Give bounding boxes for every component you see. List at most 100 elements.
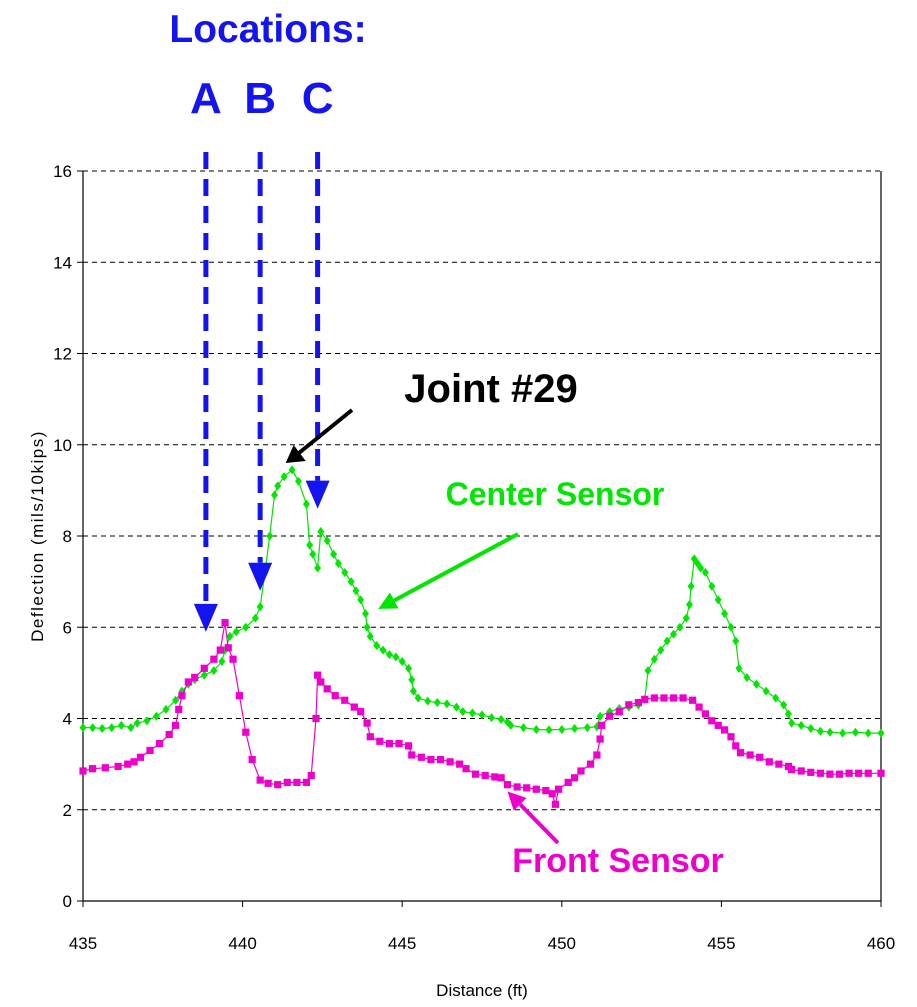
- front-sensor-point: [491, 773, 499, 781]
- center-sensor-point: [98, 724, 106, 734]
- center-sensor-point: [405, 663, 413, 673]
- center-sensor-point: [334, 558, 342, 568]
- front-sensor-point: [156, 739, 164, 748]
- front-sensor-point: [293, 778, 301, 786]
- x-tick-label: 460: [867, 934, 895, 953]
- front-sensor-point: [200, 664, 208, 672]
- center-sensor-point: [816, 726, 824, 736]
- center-sensor-point: [443, 699, 451, 709]
- front-sensor-point: [417, 753, 425, 761]
- front-sensor-point: [314, 671, 322, 679]
- front-sensor-point: [404, 742, 413, 750]
- front-sensor-point: [114, 762, 122, 771]
- center-sensor-point: [452, 702, 460, 712]
- front-sensor-point: [312, 714, 320, 723]
- front-sensor-point: [274, 781, 282, 789]
- center-sensor-point: [583, 723, 591, 733]
- front-sensor-point: [221, 619, 229, 627]
- center-sensor-point: [294, 476, 302, 486]
- front-sensor-point: [756, 753, 764, 761]
- front-sensor-point: [797, 767, 805, 775]
- location-b-label: B: [244, 74, 276, 123]
- center-sensor-point: [596, 711, 604, 721]
- annotations-layer: Locations: A B C Joint #29 Center Sensor Front…: [169, 8, 723, 880]
- front-sensor-point: [497, 774, 505, 782]
- center-sensor-point: [271, 490, 279, 500]
- center-sensor-point: [807, 724, 815, 734]
- front-sensor-point: [235, 692, 244, 700]
- front-sensor-point: [323, 685, 331, 693]
- front-sensor-point: [765, 758, 773, 766]
- center-sensor-point: [200, 670, 208, 680]
- center-sensor-point: [433, 698, 441, 708]
- center-sensor-point: [682, 613, 690, 623]
- front-sensor-point: [366, 733, 374, 741]
- front-sensor-point: [835, 770, 844, 778]
- center-sensor-point: [864, 728, 872, 738]
- front-sensor-point: [124, 760, 132, 768]
- center-sensor-point: [663, 636, 671, 646]
- x-tick-label: 445: [388, 934, 416, 953]
- front-sensor-point: [171, 721, 180, 729]
- front-sensor-point: [864, 769, 872, 777]
- center-sensor-point: [256, 602, 264, 612]
- front-sensor-point: [615, 708, 623, 716]
- y-tick-label: 8: [63, 527, 72, 546]
- front-sensor-point: [701, 710, 710, 718]
- joint-arrowhead: [285, 445, 306, 463]
- front-sensor-arrow: [518, 802, 560, 845]
- front-sensor-point: [146, 746, 154, 755]
- front-sensor-point: [570, 774, 579, 782]
- location-a-arrowhead: [193, 603, 218, 632]
- front-sensor-point: [350, 703, 358, 711]
- center-sensor-point: [133, 718, 141, 728]
- center-sensor-point: [79, 723, 87, 733]
- center-sensor-point: [657, 645, 665, 655]
- center-sensor-point: [732, 636, 740, 646]
- x-axis-title: Distance (ft): [436, 981, 528, 1000]
- center-sensor-point: [797, 720, 805, 730]
- y-tick-label: 10: [53, 436, 72, 455]
- center-sensor-point: [341, 568, 349, 577]
- center-sensor-point: [743, 672, 751, 682]
- front-sensor-point: [385, 739, 394, 748]
- center-sensor-point: [251, 613, 259, 623]
- front-sensor-point: [816, 769, 824, 777]
- front-sensor-point: [224, 644, 232, 652]
- center-sensor-line: [83, 468, 881, 734]
- center-sensor-arrow: [393, 532, 519, 603]
- center-sensor-point: [314, 563, 322, 573]
- front-sensor-point: [727, 733, 735, 741]
- center-sensor-point: [780, 700, 788, 710]
- front-sensor-point: [714, 721, 722, 729]
- front-sensor-point: [210, 655, 218, 663]
- front-sensor-point: [331, 692, 339, 700]
- front-sensor-point: [598, 721, 606, 729]
- center-sensor-point: [373, 641, 381, 650]
- center-sensor-point: [274, 481, 282, 491]
- front-sensor-point: [363, 719, 371, 727]
- front-sensor-label: Front Sensor: [512, 842, 724, 880]
- center-sensor-point: [242, 622, 250, 632]
- front-sensor-point: [436, 755, 445, 764]
- y-tick-label: 2: [63, 801, 72, 820]
- center-sensor-point: [172, 695, 180, 705]
- center-sensor-point: [162, 704, 170, 714]
- axes: 0 2 4 6 8 10 12 14 16 435 440 445 450 455 460 Distance …: [28, 162, 895, 1000]
- center-sensor-point: [379, 645, 387, 655]
- center-sensor-point: [392, 652, 400, 662]
- front-sensor-point: [593, 751, 601, 759]
- center-sensor-point: [753, 679, 761, 689]
- center-sensor-point: [488, 713, 496, 723]
- location-c-arrowhead: [305, 480, 330, 509]
- center-sensor-point: [762, 686, 770, 696]
- center-sensor-point: [398, 656, 406, 666]
- front-sensor-point: [555, 785, 563, 793]
- front-sensor-point: [242, 728, 250, 736]
- front-sensor-point: [229, 655, 237, 663]
- center-sensor-point: [127, 723, 135, 733]
- center-sensor-point: [545, 725, 553, 735]
- center-sensor-point: [727, 622, 735, 632]
- center-sensor-point: [210, 666, 218, 676]
- center-sensor-point: [558, 724, 566, 734]
